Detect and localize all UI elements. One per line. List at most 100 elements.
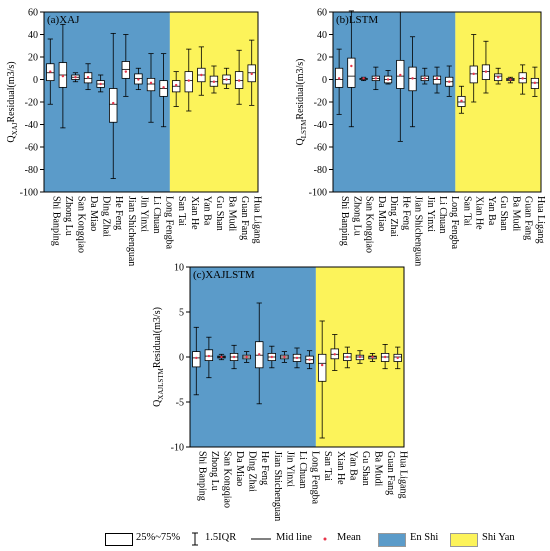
x-tick-label: Xian He xyxy=(335,451,346,485)
box-xian-he xyxy=(330,334,339,371)
box-li-chuan xyxy=(292,347,302,369)
mean-point xyxy=(496,76,500,79)
x-tick-label: Ding Zhai xyxy=(101,196,112,237)
x-tick-label: Jian Shichenguan xyxy=(413,196,424,266)
box-jin-yinxi xyxy=(134,67,143,91)
box-hua-ligang xyxy=(247,39,256,106)
x-tick-label: Gu Shan xyxy=(360,451,371,486)
box-ba-mudi xyxy=(222,67,231,89)
box-he-feng xyxy=(396,11,405,142)
x-tick-label: San Kongqiao xyxy=(75,196,86,253)
x-tick-label: Guan Fang xyxy=(385,451,396,495)
x-tick-label: Da Miao xyxy=(88,196,99,231)
x-tick-label: San Tai xyxy=(322,451,333,481)
mean-point xyxy=(112,101,115,105)
mean-point xyxy=(124,70,128,73)
mean-point xyxy=(411,77,414,80)
box-he-feng xyxy=(109,32,118,179)
box-san-tai xyxy=(317,320,327,439)
mean-point xyxy=(250,72,253,76)
x-tick-label: Zhong Lu xyxy=(351,196,362,236)
x-tick-label: Li Chuan xyxy=(151,196,162,234)
mean-point xyxy=(509,78,512,81)
box-guan-fang xyxy=(234,49,244,105)
mean-point xyxy=(337,77,341,80)
y-tick-label: -60 xyxy=(314,143,327,154)
box-long-fengba xyxy=(159,53,168,128)
x-tick-label: Jian Shichenguan xyxy=(272,451,283,521)
x-tick-label: Hua Ligang xyxy=(398,451,409,499)
mean-point xyxy=(350,64,353,68)
box-gu-shan xyxy=(355,350,365,364)
y-tick-label: 20 xyxy=(317,53,327,64)
mean-point xyxy=(212,80,216,83)
panel-title: (a)XAJ xyxy=(47,14,80,26)
box-da-miao xyxy=(229,344,239,370)
box-shi-banping xyxy=(335,48,344,115)
y-tick-label: -40 xyxy=(25,120,38,131)
mean-point xyxy=(86,76,90,79)
region-en-shi xyxy=(44,12,170,192)
box-gu-shan xyxy=(494,67,503,85)
mean-point xyxy=(346,355,349,359)
mean-point xyxy=(484,70,488,73)
mean-point xyxy=(220,355,223,359)
x-tick-label: Li Chuan xyxy=(437,196,448,234)
legend-shi-yan-label: Shi Yan xyxy=(482,532,515,543)
box-gu-shan xyxy=(209,65,219,94)
mean-point xyxy=(320,363,324,367)
region-shi-yan xyxy=(455,12,541,192)
box-jian-shichenguan xyxy=(408,36,417,128)
y-axis-label: QLSTMResidual(m3/s) xyxy=(295,58,308,145)
x-tick-label: Jin Yinxi xyxy=(284,451,295,487)
iqr-box xyxy=(146,77,156,92)
chart-panel-2: -100 -80 -60 -40 -20 0 20 40 60 (b)LSTM QLSTMResid… xyxy=(295,8,546,267)
mean-point xyxy=(521,77,524,80)
box-hua-ligang xyxy=(393,346,402,370)
x-tick-label: Gu Shan xyxy=(498,196,509,231)
box-zhong-lu xyxy=(204,336,214,379)
mean-point xyxy=(295,356,299,360)
y-tick-label: 0 xyxy=(33,75,38,86)
x-tick-label: Xian He xyxy=(474,196,485,230)
box-shi-banping xyxy=(46,38,55,105)
legend-mean-icon xyxy=(323,537,327,541)
box-zhong-lu xyxy=(58,23,68,129)
chart-panel-3: -10 -5 0 5 10 (c)XAJLSTM QXAJLSTMResidual(m3/s… xyxy=(152,263,409,522)
x-tick-label: Yan Ba xyxy=(201,196,212,226)
box-ba-mudi xyxy=(506,76,515,84)
mean-point xyxy=(460,99,463,103)
mean-point xyxy=(533,81,537,85)
mean-point xyxy=(333,353,336,356)
legend-mid-label: Mid line xyxy=(276,532,312,543)
x-tick-label: San Tai xyxy=(461,196,472,226)
mean-point xyxy=(435,77,439,80)
mean-point xyxy=(399,73,402,77)
iqr-box xyxy=(317,353,327,382)
legend-whisker-label: 1.5IQR xyxy=(205,532,237,543)
y-tick-label: -80 xyxy=(314,165,327,176)
mean-point xyxy=(245,355,248,359)
x-tick-label: Guan Fang xyxy=(239,196,250,240)
y-tick-label: 60 xyxy=(317,8,327,19)
box-san-kongqiao xyxy=(359,76,368,82)
box-ding-zhai xyxy=(96,74,105,93)
mean-point xyxy=(423,77,426,80)
y-tick-label: 40 xyxy=(317,30,327,41)
mean-point xyxy=(49,70,52,73)
x-tick-label: Xian He xyxy=(189,196,200,230)
mean-point xyxy=(283,355,286,359)
box-guan-fang xyxy=(518,64,527,95)
mean-point xyxy=(162,86,165,89)
box-jian-shichenguan xyxy=(267,345,276,369)
box-jian-shichenguan xyxy=(121,34,130,97)
y-tick-label: -5 xyxy=(176,398,184,409)
box-yan-ba xyxy=(481,40,491,94)
box-zhong-lu xyxy=(347,10,356,128)
y-axis-label: QXAJLSTMResidual(m3/s) xyxy=(152,307,165,407)
iqr-box xyxy=(109,88,118,123)
x-tick-label: Jian Shichenguan xyxy=(126,196,137,266)
x-tick-label: Yan Ba xyxy=(486,196,497,226)
mean-point xyxy=(258,353,261,356)
box-yan-ba xyxy=(343,346,352,369)
